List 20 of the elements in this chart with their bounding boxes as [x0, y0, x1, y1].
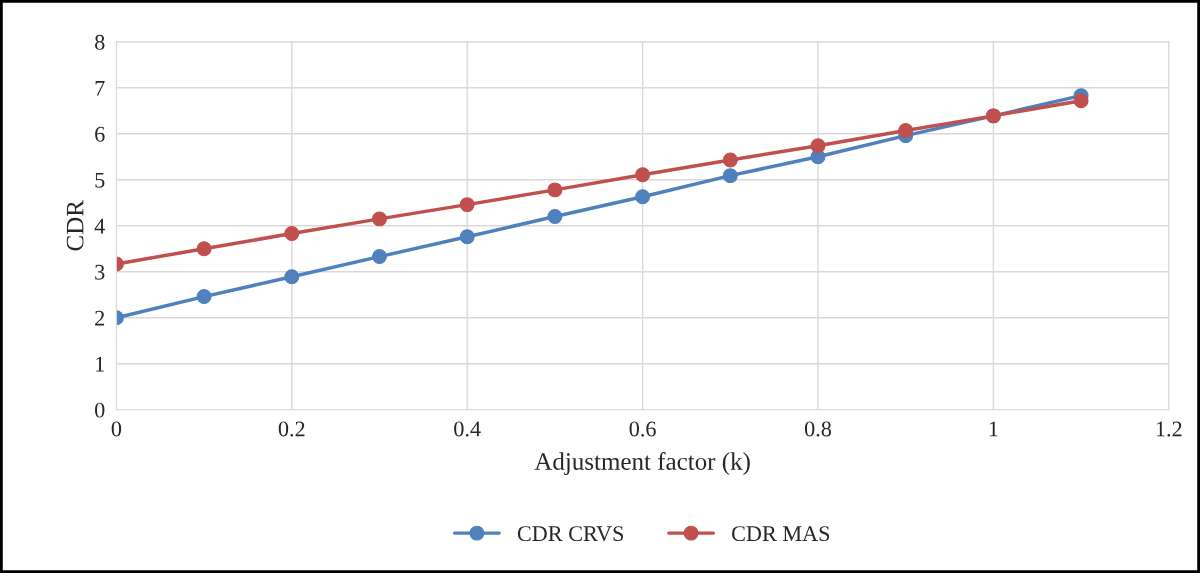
x-tick-label: 0.2: [278, 421, 305, 437]
x-axis-title: Adjustment factor (k): [534, 452, 750, 475]
y-tick-label: 2: [95, 310, 105, 326]
y-axis-title: CDR: [66, 200, 84, 251]
y-tick-label: 3: [95, 264, 105, 280]
x-tick-label: 0.6: [629, 421, 656, 437]
y-tick-label: 8: [95, 34, 105, 50]
y-tick-label: 4: [94, 218, 105, 234]
y-tick-label: 6: [95, 126, 105, 142]
y-tick-label: 5: [95, 172, 105, 188]
x-tick-label: 0.4: [454, 421, 481, 437]
x-tick-label: 0: [111, 421, 122, 437]
x-tick-label: 1: [989, 421, 998, 437]
x-tick-label: 1.2: [1156, 421, 1182, 437]
y-tick-label: 0: [95, 402, 105, 418]
legend-label: CDR CRVS: [517, 526, 624, 542]
y-tick-label: 7: [95, 80, 105, 96]
legend-label: CDR MAS: [732, 526, 830, 542]
x-tick-label: 0.8: [804, 421, 832, 437]
y-tick-label: 1: [96, 356, 104, 372]
